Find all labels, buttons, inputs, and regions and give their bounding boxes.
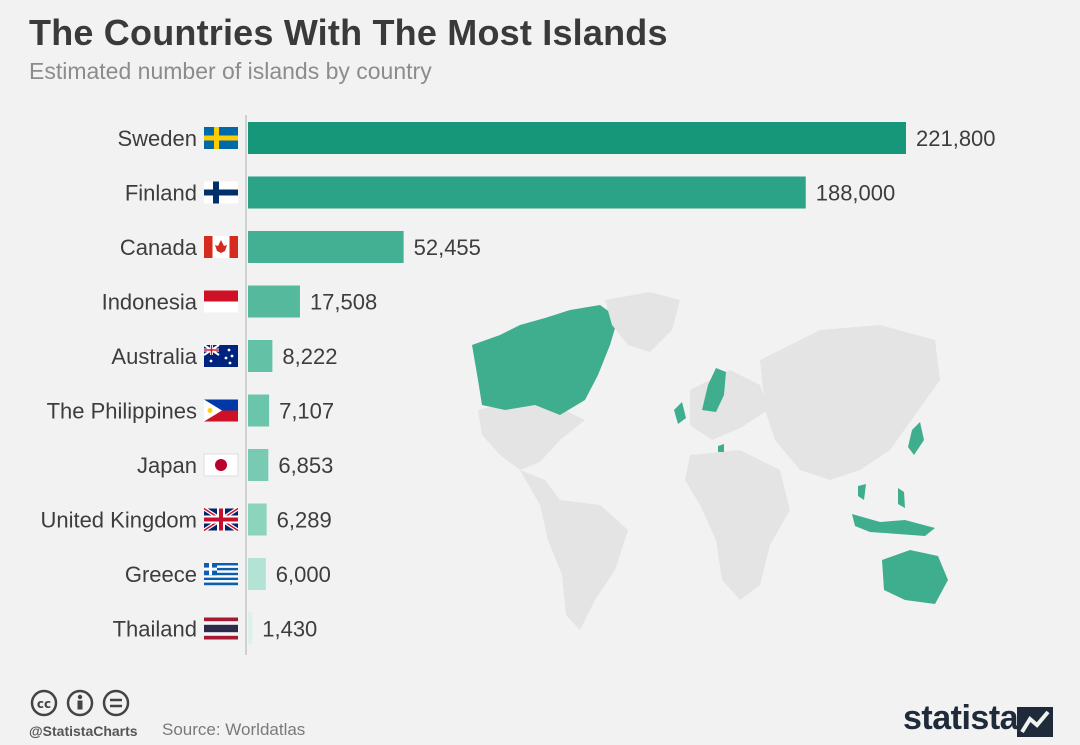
philippines-flag [204,399,238,422]
svg-text:cc: cc [37,697,51,711]
map-region [718,444,724,452]
bar-rows: Sweden 221,800 Finland 188,000 Canada 52,455 I… [40,122,996,645]
map-region [520,470,628,630]
thailand-flag [204,617,238,640]
category-label: Greece [125,562,197,587]
statista-charts-handle: @StatistaCharts [29,723,138,739]
attribution-icon [66,689,94,717]
creative-commons-icons: cc [29,688,139,723]
value-label: 6,853 [278,453,333,478]
world-map-background [472,292,948,630]
value-label: 188,000 [816,181,896,206]
category-label: The Philippines [47,399,197,424]
bar-row: Japan 6,853 [137,449,333,481]
map-region [605,292,680,352]
value-label: 8,222 [282,344,337,369]
bar-row: United Kingdom 6,289 [40,503,332,536]
chart-title: The Countries With The Most Islands [29,12,668,53]
japan-flag [203,453,239,477]
bar [248,176,806,209]
map-region [702,368,726,412]
value-label: 1,430 [262,617,317,642]
chart-subtitle: Estimated number of islands by country [29,58,432,84]
finland-flag [204,181,238,204]
map-region [760,325,940,480]
bar [248,558,266,590]
bar [248,449,269,481]
map-region [882,550,948,604]
bar [248,503,267,536]
bar [248,231,404,263]
bar-row: Australia 8,222 [111,340,337,372]
greece-flag [204,563,238,586]
map-region [908,422,924,455]
bar-row: Indonesia 17,508 [102,285,377,318]
value-label: 17,508 [310,290,377,315]
canada-flag [204,236,238,258]
cc-icon [30,689,58,717]
bar-row: Sweden 221,800 [117,122,996,154]
category-label: Australia [111,344,197,369]
australia-flag [203,344,238,367]
bar-row: Greece 6,000 [125,558,331,590]
bar-row: Canada 52,455 [120,231,481,263]
map-region [858,484,866,500]
map-region [472,305,618,415]
map-region [898,488,905,508]
indonesia-flag [204,290,238,313]
value-label: 6,000 [276,562,331,587]
statista-logo-text: statista [903,699,1019,737]
value-label: 221,800 [916,126,996,151]
value-label: 7,107 [279,399,334,424]
bar [248,612,253,645]
value-label: 52,455 [414,235,481,260]
bar-row: The Philippines 7,107 [47,394,334,427]
category-label: Finland [125,181,197,206]
map-region [690,370,768,440]
category-label: United Kingdom [40,508,197,533]
map-region [852,514,935,536]
category-label: Indonesia [102,290,198,315]
statista-logo-icon [1017,707,1053,737]
category-label: Thailand [113,617,197,642]
bar [248,394,270,427]
bar [248,340,273,372]
uk-flag [202,506,240,533]
category-label: Sweden [117,126,197,151]
category-label: Japan [137,453,197,478]
bar [248,122,906,154]
no-derivatives-icon [102,689,130,717]
source-note: Source: Worldatlas [162,720,306,739]
sweden-flag [204,127,238,149]
category-label: Canada [120,235,198,260]
map-region [685,450,790,600]
value-label: 6,289 [277,508,332,533]
bar-row: Finland 188,000 [125,176,896,209]
bar [248,285,300,318]
map-region [674,402,686,424]
map-region [478,400,585,470]
bar-row: Thailand 1,430 [113,612,317,645]
